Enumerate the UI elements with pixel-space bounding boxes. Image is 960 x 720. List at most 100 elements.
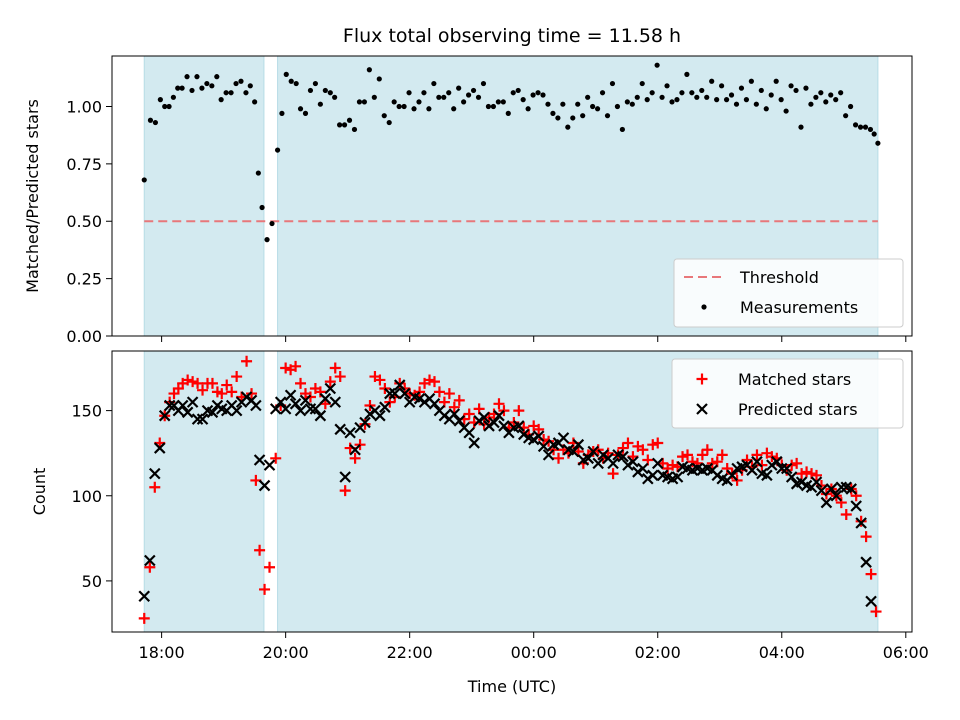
measurement-point (361, 99, 368, 105)
measurement-point (530, 92, 536, 98)
predicted-point (138, 590, 151, 603)
predicted-point (274, 396, 287, 408)
predicted-point (607, 457, 619, 470)
matched-point (543, 435, 555, 447)
predicted-point (334, 423, 346, 436)
measurement-point (694, 94, 700, 100)
x-tick-label: 20:00 (263, 643, 309, 662)
measurement-point (520, 97, 526, 103)
measurement-point (141, 177, 147, 183)
measurement-point (147, 117, 154, 123)
measurement-point (436, 94, 442, 100)
matched-point (254, 544, 266, 556)
predicted-point (637, 462, 649, 475)
matched-point (149, 481, 161, 493)
measurement-point (709, 78, 715, 84)
matched-point (197, 384, 209, 396)
predicted-point (860, 556, 872, 568)
predicted-point (349, 443, 361, 456)
predicted-point (483, 420, 495, 432)
measurement-point (461, 99, 467, 105)
measurement-point (485, 103, 492, 110)
measurement-point (560, 101, 566, 107)
measurement-point (279, 110, 285, 116)
measurement-point (843, 113, 849, 119)
measurement-point (575, 101, 581, 107)
measurement-point (748, 78, 754, 84)
predicted-point (468, 437, 480, 449)
matched-point (801, 466, 813, 478)
matched-point (221, 379, 233, 391)
matched-point (810, 469, 822, 481)
predicted-point (379, 401, 391, 413)
measurement-point (798, 124, 804, 130)
matched-point (835, 497, 847, 509)
matched-point (622, 437, 634, 449)
star-count-points (138, 355, 882, 624)
measurement-point (264, 237, 270, 243)
predicted-point (319, 392, 332, 405)
predicted-point (359, 416, 371, 429)
x-tick-label: 04:00 (759, 643, 805, 662)
measurement-point (649, 90, 655, 96)
legend-measurements-label: Measurements (740, 298, 858, 317)
observing-window-1 (143, 350, 265, 633)
predicted-point (144, 554, 156, 567)
bottom-y-axis-ticks: 50 100 150 (71, 402, 112, 591)
measurement-point (500, 99, 506, 105)
measurement-point (674, 97, 680, 103)
matched-point (682, 449, 694, 461)
predicted-point (751, 455, 763, 468)
measurements-points (141, 62, 881, 243)
predicted-point (542, 449, 555, 461)
measurement-point (351, 126, 358, 133)
matched-point (865, 568, 877, 580)
measurement-point (175, 85, 181, 91)
measurement-point (738, 85, 745, 91)
measurement-point (336, 122, 343, 128)
measurement-point (654, 62, 660, 68)
measurement-point (550, 110, 556, 116)
matched-point (667, 459, 679, 471)
predicted-point (191, 413, 204, 425)
y-tick-label: 1.00 (66, 97, 102, 116)
matched-point (324, 376, 336, 388)
measurement-point (669, 99, 675, 105)
predicted-point (206, 406, 219, 419)
measurement-point (179, 85, 185, 91)
y-tick-label: 0.75 (66, 155, 102, 174)
matched-point (796, 468, 808, 480)
measurement-point (803, 85, 809, 91)
matched-point (354, 439, 366, 451)
matched-point (329, 362, 341, 374)
measurement-point (823, 99, 829, 105)
measurement-point (704, 94, 710, 100)
measurement-point (768, 92, 774, 98)
measurement-point (184, 74, 190, 80)
predicted-point (845, 483, 858, 495)
measurement-point (293, 80, 299, 87)
measurement-point (510, 90, 516, 96)
predicted-point (344, 426, 356, 439)
measurement-point (763, 106, 769, 112)
measurement-point (396, 103, 402, 110)
measurement-point (535, 90, 541, 96)
measurement-point (555, 115, 561, 121)
predicted-point (314, 409, 327, 422)
measurement-point (813, 94, 819, 100)
measurement-point (371, 94, 377, 100)
predicted-point (258, 479, 271, 492)
measurement-point (808, 101, 814, 107)
matched-point (138, 612, 150, 624)
measurement-point (505, 110, 511, 116)
measurement-point (594, 106, 601, 112)
measurement-point (381, 113, 387, 119)
measurement-point (679, 90, 685, 96)
measurement-point (401, 103, 407, 110)
matched-point (264, 561, 276, 573)
predicted-point (592, 457, 604, 470)
matched-point (334, 371, 346, 383)
y-tick-label: 150 (71, 402, 102, 421)
measurement-point (828, 92, 834, 98)
